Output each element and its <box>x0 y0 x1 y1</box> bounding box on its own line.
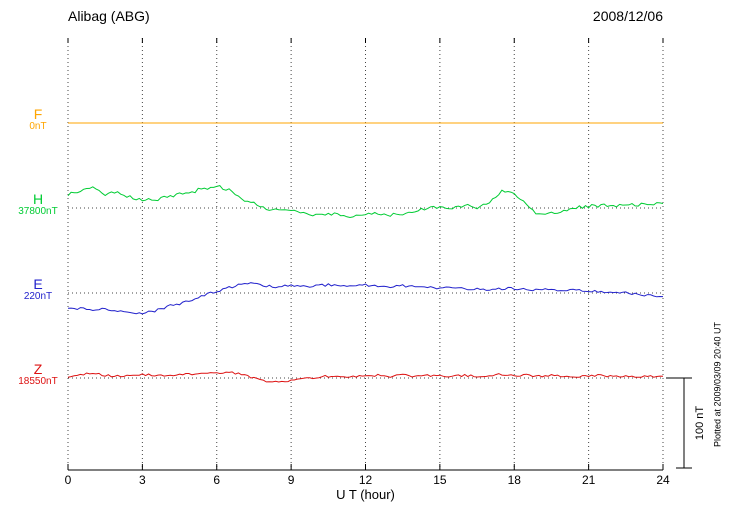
series-baseline-value-Z: 18550nT <box>18 375 58 387</box>
series-baseline-value-H: 37800nT <box>18 205 58 217</box>
x-tick-label: 12 <box>359 473 373 487</box>
series-baseline-value-E: 220nT <box>23 290 53 302</box>
x-tick-label: 0 <box>65 473 72 487</box>
station-title: Alibag (ABG) <box>68 8 150 24</box>
x-tick-label: 18 <box>508 473 522 487</box>
x-tick-label: 21 <box>582 473 596 487</box>
date-label: 2008/12/06 <box>592 8 663 24</box>
series-label-Z: Z 18550nT <box>6 362 70 387</box>
x-tick-label: 9 <box>288 473 295 487</box>
series-label-H: H 37800nT <box>6 192 70 217</box>
series-letter-Z: Z <box>33 361 43 377</box>
series-letter-E: E <box>33 276 43 292</box>
trace-E <box>67 282 664 315</box>
trace-Z <box>67 371 664 383</box>
series-letter-H: H <box>32 191 44 207</box>
series-label-F: F 0nT <box>6 107 70 132</box>
trace-H <box>67 185 664 219</box>
x-tick-label: 24 <box>656 473 670 487</box>
x-tick-label: 3 <box>139 473 146 487</box>
x-tick-label: 6 <box>213 473 220 487</box>
plot-timestamp: Plotted at 2009/03/09 20:40 UT <box>712 321 723 448</box>
x-tick-label: 15 <box>433 473 447 487</box>
series-label-E: E 220nT <box>6 277 70 302</box>
x-axis-label: U T (hour) <box>336 487 395 502</box>
series-baseline-value-F: 0nT <box>29 120 47 132</box>
scale-bar-label: 100 nT <box>694 405 706 441</box>
series-letter-F: F <box>33 106 43 122</box>
